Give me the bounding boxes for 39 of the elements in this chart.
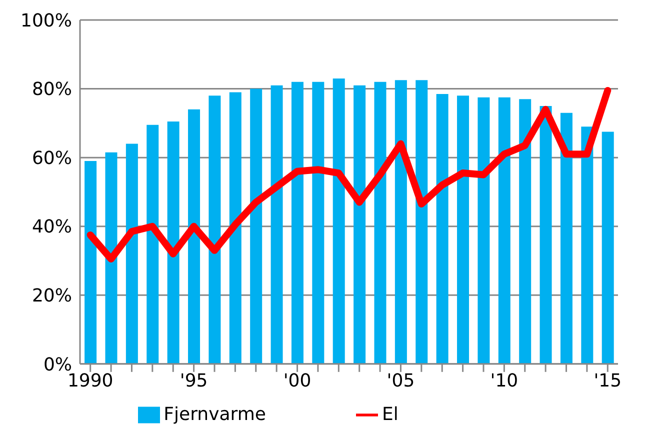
bar bbox=[519, 99, 532, 364]
bar bbox=[560, 112, 572, 364]
y-tick-label: 60% bbox=[32, 148, 72, 169]
bar bbox=[498, 97, 510, 364]
bar bbox=[291, 82, 304, 364]
bar bbox=[167, 121, 180, 364]
bar bbox=[270, 85, 283, 364]
bar bbox=[126, 144, 138, 364]
bar bbox=[581, 126, 594, 364]
x-tick-label: '05 bbox=[386, 370, 415, 392]
bar bbox=[374, 82, 386, 364]
bar bbox=[436, 94, 448, 364]
legend-label: El bbox=[382, 404, 398, 425]
bar bbox=[332, 78, 345, 364]
bar bbox=[146, 124, 159, 364]
legend-label: Fjernvarme bbox=[164, 404, 266, 425]
bar bbox=[84, 161, 97, 364]
y-tick-label: 100% bbox=[20, 10, 72, 32]
bar bbox=[602, 132, 614, 364]
x-tick-label: 1990 bbox=[67, 370, 114, 392]
y-tick-label: 80% bbox=[32, 79, 72, 100]
bar bbox=[478, 97, 490, 364]
bar bbox=[416, 80, 428, 364]
bar bbox=[250, 88, 262, 364]
bar bbox=[394, 80, 407, 364]
bar bbox=[105, 152, 118, 364]
x-tick-label: '15 bbox=[594, 370, 622, 392]
bar bbox=[188, 109, 200, 364]
bar bbox=[354, 85, 366, 364]
bar bbox=[312, 82, 324, 364]
bar bbox=[208, 96, 221, 364]
x-tick-label: '95 bbox=[180, 370, 208, 392]
bar bbox=[229, 92, 242, 364]
y-tick-label: 40% bbox=[32, 216, 72, 238]
bar bbox=[540, 106, 552, 364]
y-tick-label: 20% bbox=[32, 286, 72, 307]
x-tick-label: '00 bbox=[283, 370, 312, 392]
bar bbox=[457, 96, 470, 364]
x-tick-label: '10 bbox=[490, 370, 518, 392]
